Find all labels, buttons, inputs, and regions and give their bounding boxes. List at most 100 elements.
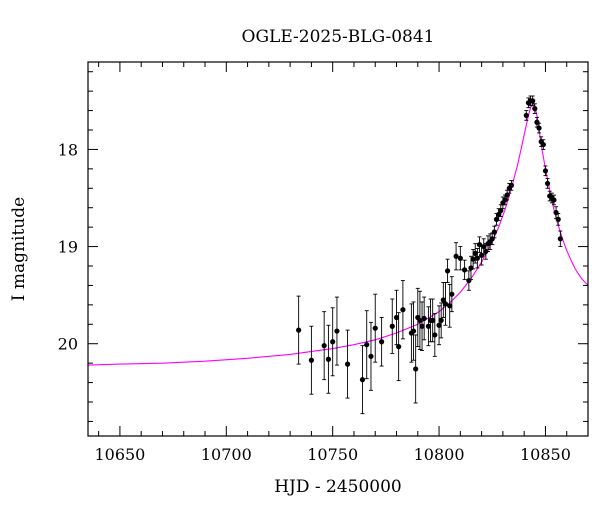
data-marker	[393, 314, 400, 321]
data-marker	[344, 361, 351, 367]
data-point	[296, 295, 302, 365]
data-point	[389, 298, 395, 354]
data-point	[472, 243, 478, 264]
data-point	[457, 246, 463, 271]
data-point	[308, 325, 315, 395]
data-marker	[321, 343, 327, 349]
data-point	[491, 225, 497, 239]
data-marker	[474, 255, 480, 261]
data-marker	[410, 328, 417, 334]
data-marker	[532, 106, 538, 112]
data-point	[532, 103, 538, 114]
data-marker	[447, 303, 453, 309]
data-marker	[453, 253, 459, 259]
x-axis-label: HJD - 2450000	[274, 477, 402, 497]
data-marker	[438, 317, 444, 323]
data-point	[557, 230, 563, 248]
data-point	[444, 258, 451, 283]
data-marker	[542, 168, 549, 174]
data-marker	[425, 323, 432, 329]
data-marker	[472, 250, 478, 256]
data-marker	[308, 357, 315, 363]
data-point	[498, 204, 504, 217]
data-marker	[508, 182, 515, 188]
plot-frame	[87, 61, 589, 437]
data-point	[359, 345, 366, 415]
data-point	[536, 122, 542, 134]
data-marker	[544, 180, 551, 187]
data-marker	[372, 325, 378, 331]
data-marker	[530, 98, 536, 104]
x-tick-label: 10850	[520, 445, 571, 464]
y-tick-label: 18	[58, 140, 78, 159]
data-point	[396, 312, 402, 382]
x-tick-label: 10650	[94, 445, 145, 464]
data-marker	[483, 248, 489, 255]
chart-title: OGLE-2025-BLG-0841	[242, 27, 435, 47]
data-marker	[364, 342, 370, 348]
x-tick-label: 10800	[414, 445, 465, 464]
data-point	[530, 95, 536, 107]
data-point	[508, 180, 515, 191]
data-marker	[461, 267, 468, 273]
data-marker	[421, 315, 427, 322]
data-marker	[330, 339, 336, 345]
data-point	[417, 290, 423, 350]
data-marker	[481, 243, 487, 250]
x-tick-label: 10750	[307, 445, 358, 464]
data-point	[425, 306, 432, 347]
data-point	[470, 249, 476, 270]
data-point	[540, 139, 546, 150]
data-point	[334, 296, 340, 366]
data-marker	[498, 208, 504, 214]
data-marker	[504, 192, 510, 198]
data-point	[368, 321, 374, 391]
data-marker	[557, 236, 563, 242]
data-point	[400, 280, 406, 340]
data-point	[523, 110, 529, 121]
data-point	[442, 282, 449, 326]
data-marker	[413, 366, 419, 372]
data-marker	[396, 344, 402, 350]
axis-ticks	[88, 62, 589, 436]
data-point	[555, 213, 561, 226]
data-marker	[436, 322, 442, 328]
data-point	[449, 276, 455, 313]
data-point	[461, 259, 468, 281]
data-point	[413, 334, 419, 404]
data-point	[438, 302, 444, 339]
data-point	[421, 296, 427, 341]
data-marker	[555, 216, 561, 222]
data-marker	[296, 327, 302, 333]
data-marker	[536, 125, 542, 131]
x-tick-label: 10700	[201, 445, 252, 464]
data-points-layer	[296, 95, 563, 415]
data-marker	[442, 301, 449, 307]
y-tick-label: 20	[58, 335, 78, 354]
tick-labels: 10650 10700 10750 10800 10850 18 19 20	[58, 140, 571, 464]
data-marker	[491, 229, 497, 235]
data-marker	[325, 356, 332, 362]
data-marker	[496, 211, 502, 218]
data-marker	[419, 323, 425, 329]
data-marker	[379, 339, 385, 345]
data-marker	[417, 317, 423, 323]
data-point	[489, 232, 495, 246]
data-point	[372, 293, 378, 363]
data-marker	[430, 317, 436, 323]
y-tick-label: 19	[58, 238, 78, 257]
data-marker	[444, 268, 451, 274]
data-point	[419, 301, 425, 351]
data-marker	[457, 255, 463, 261]
data-point	[321, 311, 327, 381]
data-point	[544, 178, 551, 189]
data-point	[379, 317, 385, 367]
data-point	[364, 310, 370, 380]
data-marker	[400, 307, 406, 313]
data-marker	[449, 291, 455, 297]
data-point	[344, 329, 351, 399]
data-point	[551, 194, 557, 206]
data-point	[330, 307, 336, 377]
data-marker	[334, 328, 340, 334]
